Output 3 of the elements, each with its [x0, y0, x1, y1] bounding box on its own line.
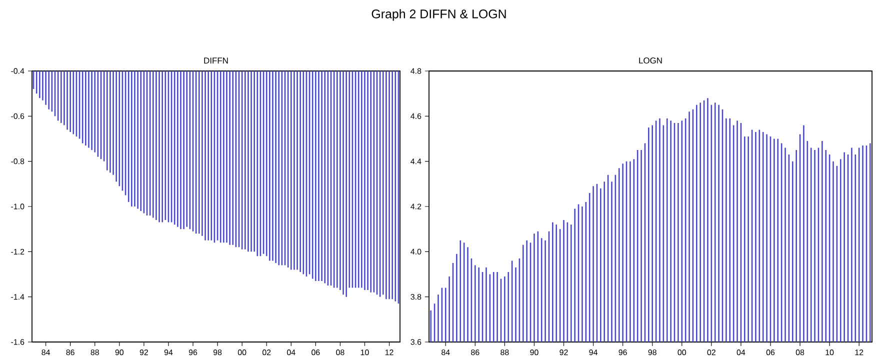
chart-subtitle: LOGN [639, 58, 662, 64]
chart-subtitle: DIFFN [204, 58, 228, 64]
text: Graph 2 DIFFN & LOGN [372, 9, 506, 21]
